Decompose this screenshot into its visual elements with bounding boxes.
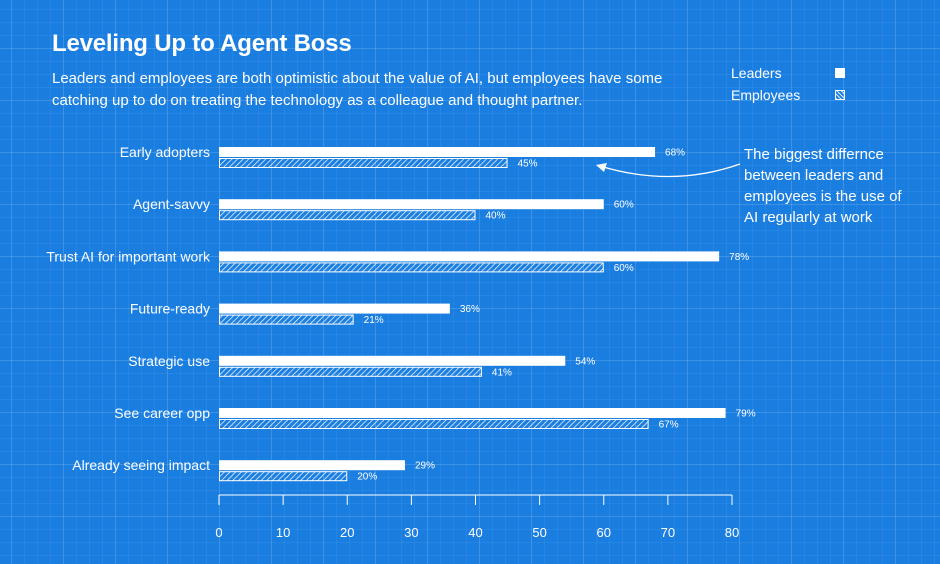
value-label-employees-future-ready: 21% [364,315,384,326]
legend-label-leaders: Leaders [731,65,782,81]
bar-employees-see-career-opp [219,419,649,429]
bar-leaders-trust-ai-for-important-work [219,251,720,262]
value-label-employees-see-career-opp: 67% [659,420,679,431]
bar-employees-strategic-use [219,366,482,377]
legend-swatch-employees [835,90,845,100]
value-label-leaders-already-seeing-impact: 29% [415,461,435,472]
category-label-early-adopters: Early adopters [120,144,210,160]
bar-leaders-agent-savvy [219,199,604,210]
bar-employees-agent-savvy [219,210,476,221]
bar-employees-future-ready [219,314,354,325]
legend-label-employees: Employees [731,87,801,103]
bar-leaders-future-ready [219,303,450,314]
annotation-arrowhead [596,163,607,172]
x-tick-label-10: 10 [276,525,290,540]
bar-leaders-early-adopters [219,147,656,157]
x-tick-label-60: 60 [597,525,611,540]
chart-title: Leveling Up to Agent Boss [52,30,352,57]
bar-leaders-already-seeing-impact [219,460,405,471]
value-label-leaders-strategic-use: 54% [575,356,595,367]
annotation-arrow [599,163,741,178]
x-tick-label-70: 70 [661,525,675,540]
value-label-employees-strategic-use: 41% [492,367,512,378]
value-label-leaders-agent-savvy: 60% [614,200,634,211]
x-tick-label-50: 50 [532,525,546,540]
value-label-leaders-see-career-opp: 79% [736,409,756,420]
x-tick-label-30: 30 [404,525,418,540]
bar-employees-early-adopters [219,158,508,168]
category-label-strategic-use: Strategic use [128,353,210,369]
category-label-future-ready: Future-ready [130,301,210,317]
value-label-employees-early-adopters: 45% [518,159,538,170]
value-label-employees-already-seeing-impact: 20% [357,472,377,483]
value-label-employees-agent-savvy: 40% [486,211,506,222]
x-tick-label-40: 40 [468,525,482,540]
x-tick-label-80: 80 [725,525,739,540]
value-label-employees-trust-ai-for-important-work: 60% [614,263,634,274]
legend-item-employees: Employees [731,85,851,107]
bar-leaders-see-career-opp [219,408,726,418]
x-tick-label-0: 0 [215,525,222,540]
value-label-leaders-trust-ai-for-important-work: 78% [729,252,749,263]
bar-employees-trust-ai-for-important-work [219,262,604,273]
category-label-agent-savvy: Agent-savvy [133,196,210,212]
annotation-text: The biggest differnce between leaders an… [744,146,902,226]
value-label-leaders-future-ready: 36% [460,304,480,315]
value-label-leaders-early-adopters: 68% [665,148,685,159]
bar-employees-already-seeing-impact [219,471,348,482]
legend: Leaders Employees [731,63,851,107]
category-label-see-career-opp: See career opp [114,405,210,421]
legend-item-leaders: Leaders [731,63,851,85]
legend-swatch-leaders [835,68,845,78]
category-label-trust-ai-for-important-work: Trust AI for important work [46,248,211,264]
bar-leaders-strategic-use [219,355,566,366]
chart-subtitle: Leaders and employees are both optimisti… [52,70,663,109]
x-tick-label-20: 20 [340,525,354,540]
category-label-already-seeing-impact: Already seeing impact [72,457,210,473]
